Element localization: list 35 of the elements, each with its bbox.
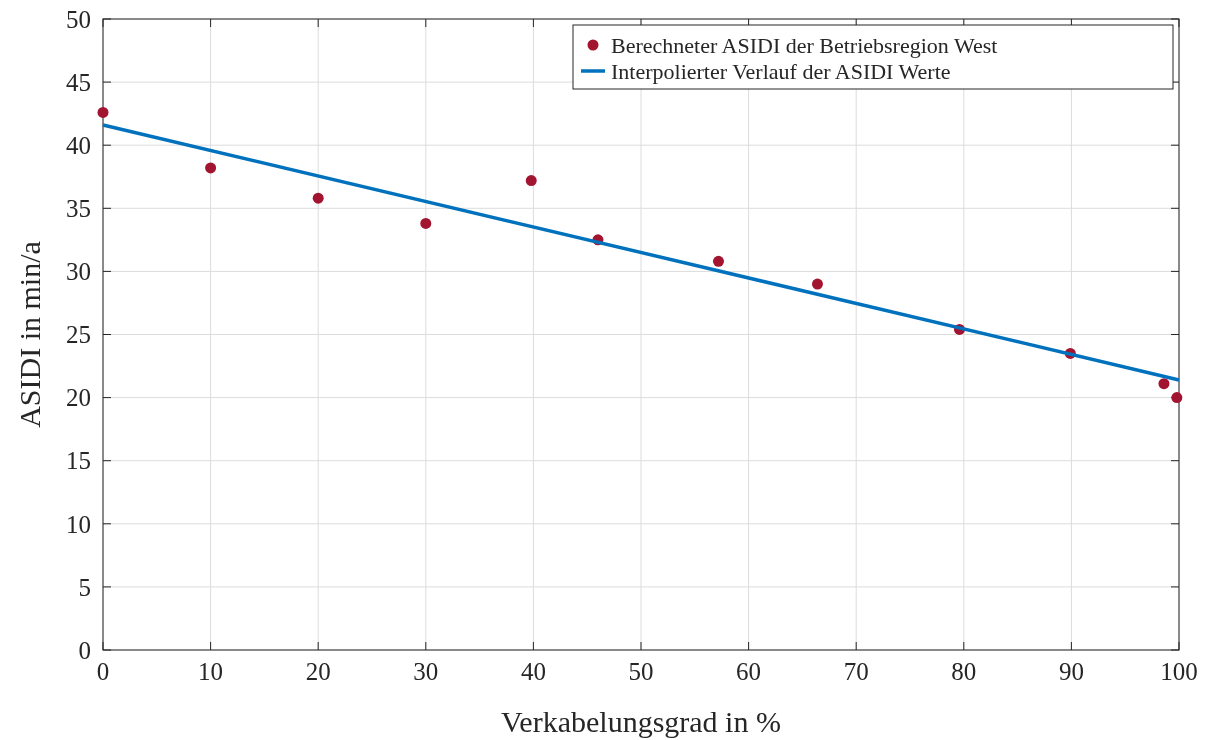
x-tick-label: 70	[843, 658, 869, 685]
point	[712, 255, 724, 267]
y-tick-label: 10	[66, 510, 91, 538]
point	[811, 278, 823, 290]
x-tick-label: 50	[628, 658, 654, 685]
x-tick-label: 40	[520, 658, 546, 685]
y-tick-label: 40	[66, 131, 91, 159]
x-tick-label: 90	[1058, 658, 1084, 685]
x-tick-label: 10	[198, 658, 224, 685]
point	[525, 175, 537, 187]
y-tick-label: 20	[66, 384, 91, 412]
y-tick-label: 0	[78, 636, 91, 664]
y-tick-label: 50	[66, 5, 91, 33]
point	[205, 162, 217, 174]
x-tick-label: 20	[305, 658, 331, 685]
y-tick-label: 35	[66, 195, 91, 223]
x-tick-label: 100	[1160, 658, 1198, 685]
legend-label: Interpolierter Verlauf der ASIDI Werte	[611, 58, 951, 84]
point	[97, 106, 109, 118]
point	[420, 217, 432, 229]
legend-label: Berechneter ASIDI der Betriebsregion West	[611, 32, 998, 58]
point	[312, 192, 324, 204]
y-axis-title: ASIDI in min/a	[13, 241, 46, 428]
x-tick-label: 60	[736, 658, 762, 685]
y-tick-label: 30	[66, 258, 91, 286]
y-tick-label: 5	[78, 573, 91, 601]
x-axis-title: Verkabelungsgrad in %	[501, 705, 781, 738]
point	[1158, 378, 1170, 390]
x-tick-label: 0	[96, 658, 110, 685]
x-tick-label: 30	[413, 658, 439, 685]
x-tick-label: 80	[951, 658, 977, 685]
y-tick-label: 15	[66, 447, 91, 475]
point	[1171, 392, 1183, 404]
y-tick-label: 45	[66, 68, 91, 96]
y-tick-label: 25	[66, 321, 91, 349]
